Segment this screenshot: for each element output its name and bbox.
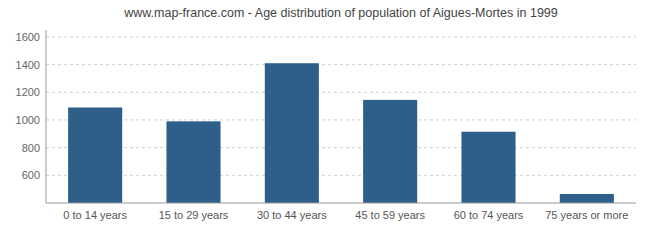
bars: [68, 63, 614, 203]
x-axis-line: [46, 203, 636, 204]
grid-line: [46, 119, 636, 120]
y-tick-label: 1200: [16, 86, 40, 98]
x-tick-label: 60 to 74 years: [454, 209, 524, 221]
bar: [461, 132, 515, 203]
grid-line: [46, 92, 636, 93]
y-tick-label: 1400: [16, 59, 40, 71]
x-tick-label: 45 to 59 years: [355, 209, 425, 221]
y-tick-label: 1000: [16, 114, 40, 126]
y-axis-line: [46, 30, 47, 203]
chart-container: www.map-france.com - Age distribution of…: [0, 0, 650, 229]
bar: [68, 108, 122, 203]
x-tick-label: 75 years or more: [545, 209, 628, 221]
grid-line: [46, 36, 636, 37]
title: www.map-france.com - Age distribution of…: [123, 6, 558, 20]
grid-line: [46, 175, 636, 176]
grid-line: [46, 147, 636, 148]
grid: [46, 37, 636, 175]
y-tick-label: 1600: [16, 31, 40, 43]
grid-line: [46, 64, 636, 65]
y-tick-label: 800: [22, 142, 40, 154]
x-tick-label: 15 to 29 years: [159, 209, 229, 221]
x-tick-label: 0 to 14 years: [63, 209, 127, 221]
bar: [560, 194, 614, 203]
bar: [166, 121, 220, 203]
bar: [363, 100, 417, 203]
chart: www.map-france.com - Age distribution of…: [0, 0, 650, 229]
y-tick-label: 600: [22, 169, 40, 181]
bar: [265, 63, 319, 203]
x-tick-label: 30 to 44 years: [257, 209, 327, 221]
